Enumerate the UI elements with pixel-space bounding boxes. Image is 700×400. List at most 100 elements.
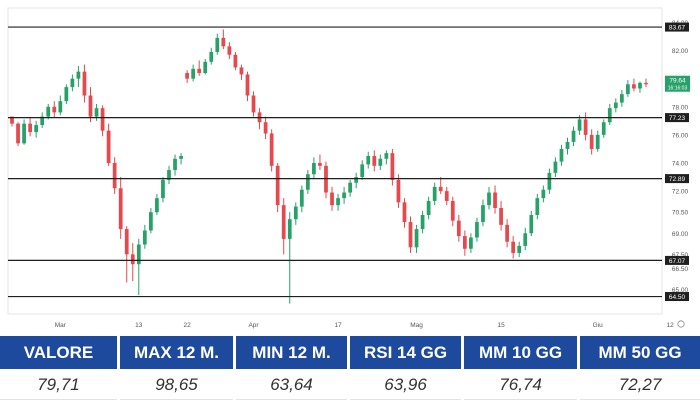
- candle-body: [402, 202, 407, 223]
- level-tag-label: 83.67: [669, 24, 686, 31]
- candle-body: [130, 254, 135, 265]
- stats-value-mm-50gg: 72,27: [580, 371, 700, 400]
- candle-body: [106, 130, 111, 163]
- stats-header-min-12m: MIN 12 M.: [235, 336, 348, 369]
- candle-body: [565, 141, 570, 149]
- candle-body: [390, 153, 395, 180]
- candle-body: [644, 82, 648, 85]
- candle-body: [462, 236, 467, 249]
- stats-value-row: 79,71 98,65 63,64 63,96 76,74 72,27: [0, 371, 700, 400]
- candle-body: [613, 102, 618, 109]
- candle-body: [366, 155, 371, 165]
- candle-body: [88, 95, 93, 117]
- candle-body: [233, 54, 238, 68]
- candle-body: [209, 51, 214, 62]
- y-tick-label: 66.50: [672, 266, 689, 273]
- stats-header-valore: VALORE: [0, 336, 117, 369]
- candle-body: [619, 94, 624, 103]
- level-tag-label: 67.07: [669, 258, 686, 265]
- stats-header-mm-50gg: MM 50 GG: [580, 336, 700, 369]
- candle-body: [58, 101, 63, 113]
- candle-body: [124, 229, 129, 255]
- candle-body: [112, 163, 117, 189]
- stats-header-row: VALORE MAX 12 M. MIN 12 M. RSI 14 GG MM …: [0, 336, 700, 369]
- candle-body: [281, 205, 286, 239]
- candle-body: [70, 78, 75, 88]
- price-tag-value: 79.64: [669, 78, 686, 85]
- price-tag-time: 16:16:03: [668, 86, 688, 92]
- candle-body: [626, 84, 630, 95]
- candle-body: [82, 71, 87, 96]
- candle-body: [46, 106, 51, 117]
- y-tick-label: 82.00: [672, 48, 689, 55]
- candle-body: [155, 198, 159, 213]
- candle-body: [167, 170, 171, 180]
- level-tag-bg: [665, 292, 689, 302]
- candle-body: [523, 233, 528, 246]
- candle-body: [185, 73, 189, 79]
- y-tick-label: 69.00: [672, 231, 689, 238]
- stats-value-valore: 79,71: [0, 371, 117, 400]
- candle-body: [227, 46, 232, 55]
- candle-body: [607, 108, 612, 123]
- candle-body: [450, 200, 455, 221]
- y-tick-label: 70.50: [672, 210, 689, 217]
- level-tag-label: 72.89: [669, 176, 686, 183]
- candle-body: [34, 125, 39, 133]
- candle-body: [638, 82, 642, 89]
- candle-body: [16, 123, 20, 144]
- x-tick-label: Mar: [55, 322, 67, 329]
- candle-body: [203, 61, 208, 74]
- candle-body: [239, 67, 244, 75]
- candle-body: [275, 165, 280, 206]
- candle-body: [118, 188, 123, 230]
- level-tag-label: 77.23: [669, 115, 686, 122]
- candle-body: [299, 189, 304, 207]
- candle-body: [179, 155, 183, 159]
- candle-body: [348, 182, 353, 193]
- candle-body: [40, 116, 45, 126]
- candle-body: [269, 133, 274, 166]
- candle-body: [414, 229, 419, 248]
- candle-body: [535, 198, 540, 216]
- x-tick-label: Apr: [248, 322, 259, 329]
- x-tick-label: 15: [497, 322, 505, 329]
- candle-body: [432, 186, 437, 201]
- plot-area: [7, 7, 663, 315]
- candle-body: [426, 200, 431, 216]
- stats-header-max-12m: MAX 12 M.: [119, 336, 233, 369]
- candle-body: [493, 192, 497, 208]
- level-tag-bg: [665, 22, 689, 32]
- x-tick-label: Mag: [410, 322, 423, 329]
- candle-body: [22, 123, 26, 144]
- candle-body: [487, 192, 491, 206]
- candlestick-chart-svg: 84.0082.0080.0078.0076.0074.0072.0070.50…: [7, 7, 690, 329]
- y-tick-label: 72.00: [672, 189, 689, 196]
- x-tick-label: 13: [135, 322, 143, 329]
- candle-body: [64, 87, 69, 102]
- stats-value-max-12m: 98,65: [119, 371, 233, 400]
- candle-body: [408, 222, 413, 248]
- x-tick-label: Giu: [593, 322, 604, 329]
- price-chart: 84.0082.0080.0078.0076.0074.0072.0070.50…: [7, 7, 690, 329]
- candle-body: [559, 148, 564, 162]
- candle-body: [312, 163, 316, 175]
- stats-panel: VALORE MAX 12 M. MIN 12 M. RSI 14 GG MM …: [0, 336, 700, 400]
- level-tag-bg: [665, 255, 689, 265]
- settings-icon: [677, 320, 685, 328]
- candle-body: [263, 122, 268, 134]
- candle-body: [372, 155, 377, 166]
- y-tick-label: 65.00: [672, 287, 689, 294]
- candle-body: [517, 245, 522, 253]
- candle-body: [52, 106, 57, 113]
- candle-body: [251, 95, 256, 113]
- candle-body: [505, 224, 509, 242]
- stats-value-mm-10gg: 76,74: [464, 371, 578, 400]
- candle-body: [142, 230, 147, 245]
- candle-body: [541, 189, 546, 199]
- candle-body: [10, 116, 14, 124]
- candle-body: [595, 134, 600, 149]
- candle-body: [28, 123, 32, 133]
- x-tick-label: 17: [334, 322, 342, 329]
- candle-body: [330, 192, 334, 206]
